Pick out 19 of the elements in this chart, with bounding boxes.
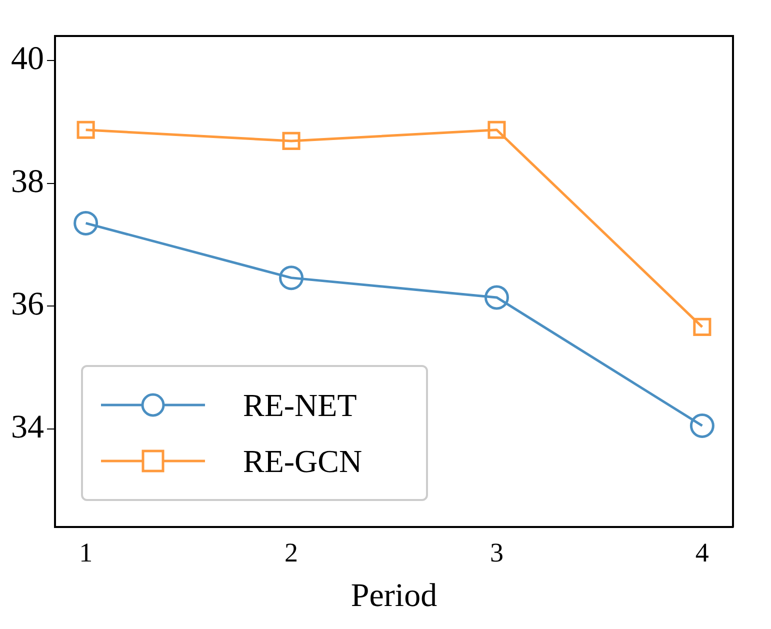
point	[690, 413, 714, 438]
point	[279, 266, 304, 290]
y-tick-label: 38	[11, 164, 44, 200]
point	[484, 285, 509, 310]
y-tick-label: 40	[11, 41, 44, 78]
y-tick-label: 36	[11, 286, 44, 323]
x-axis-title: Period	[350, 578, 438, 614]
point	[74, 210, 98, 236]
point	[76, 120, 95, 139]
y-tick-label: 34	[11, 409, 44, 446]
legend-label: RE-GCN	[243, 442, 362, 480]
point	[282, 132, 300, 150]
x-tick-label: 2	[284, 537, 298, 568]
x-tick-label: 1	[79, 537, 93, 568]
legend-label: RE-NET	[243, 386, 357, 424]
x-tick-label: 3	[490, 537, 504, 568]
point	[488, 120, 506, 139]
x-tick-label: 4	[695, 537, 710, 568]
point	[693, 318, 712, 336]
